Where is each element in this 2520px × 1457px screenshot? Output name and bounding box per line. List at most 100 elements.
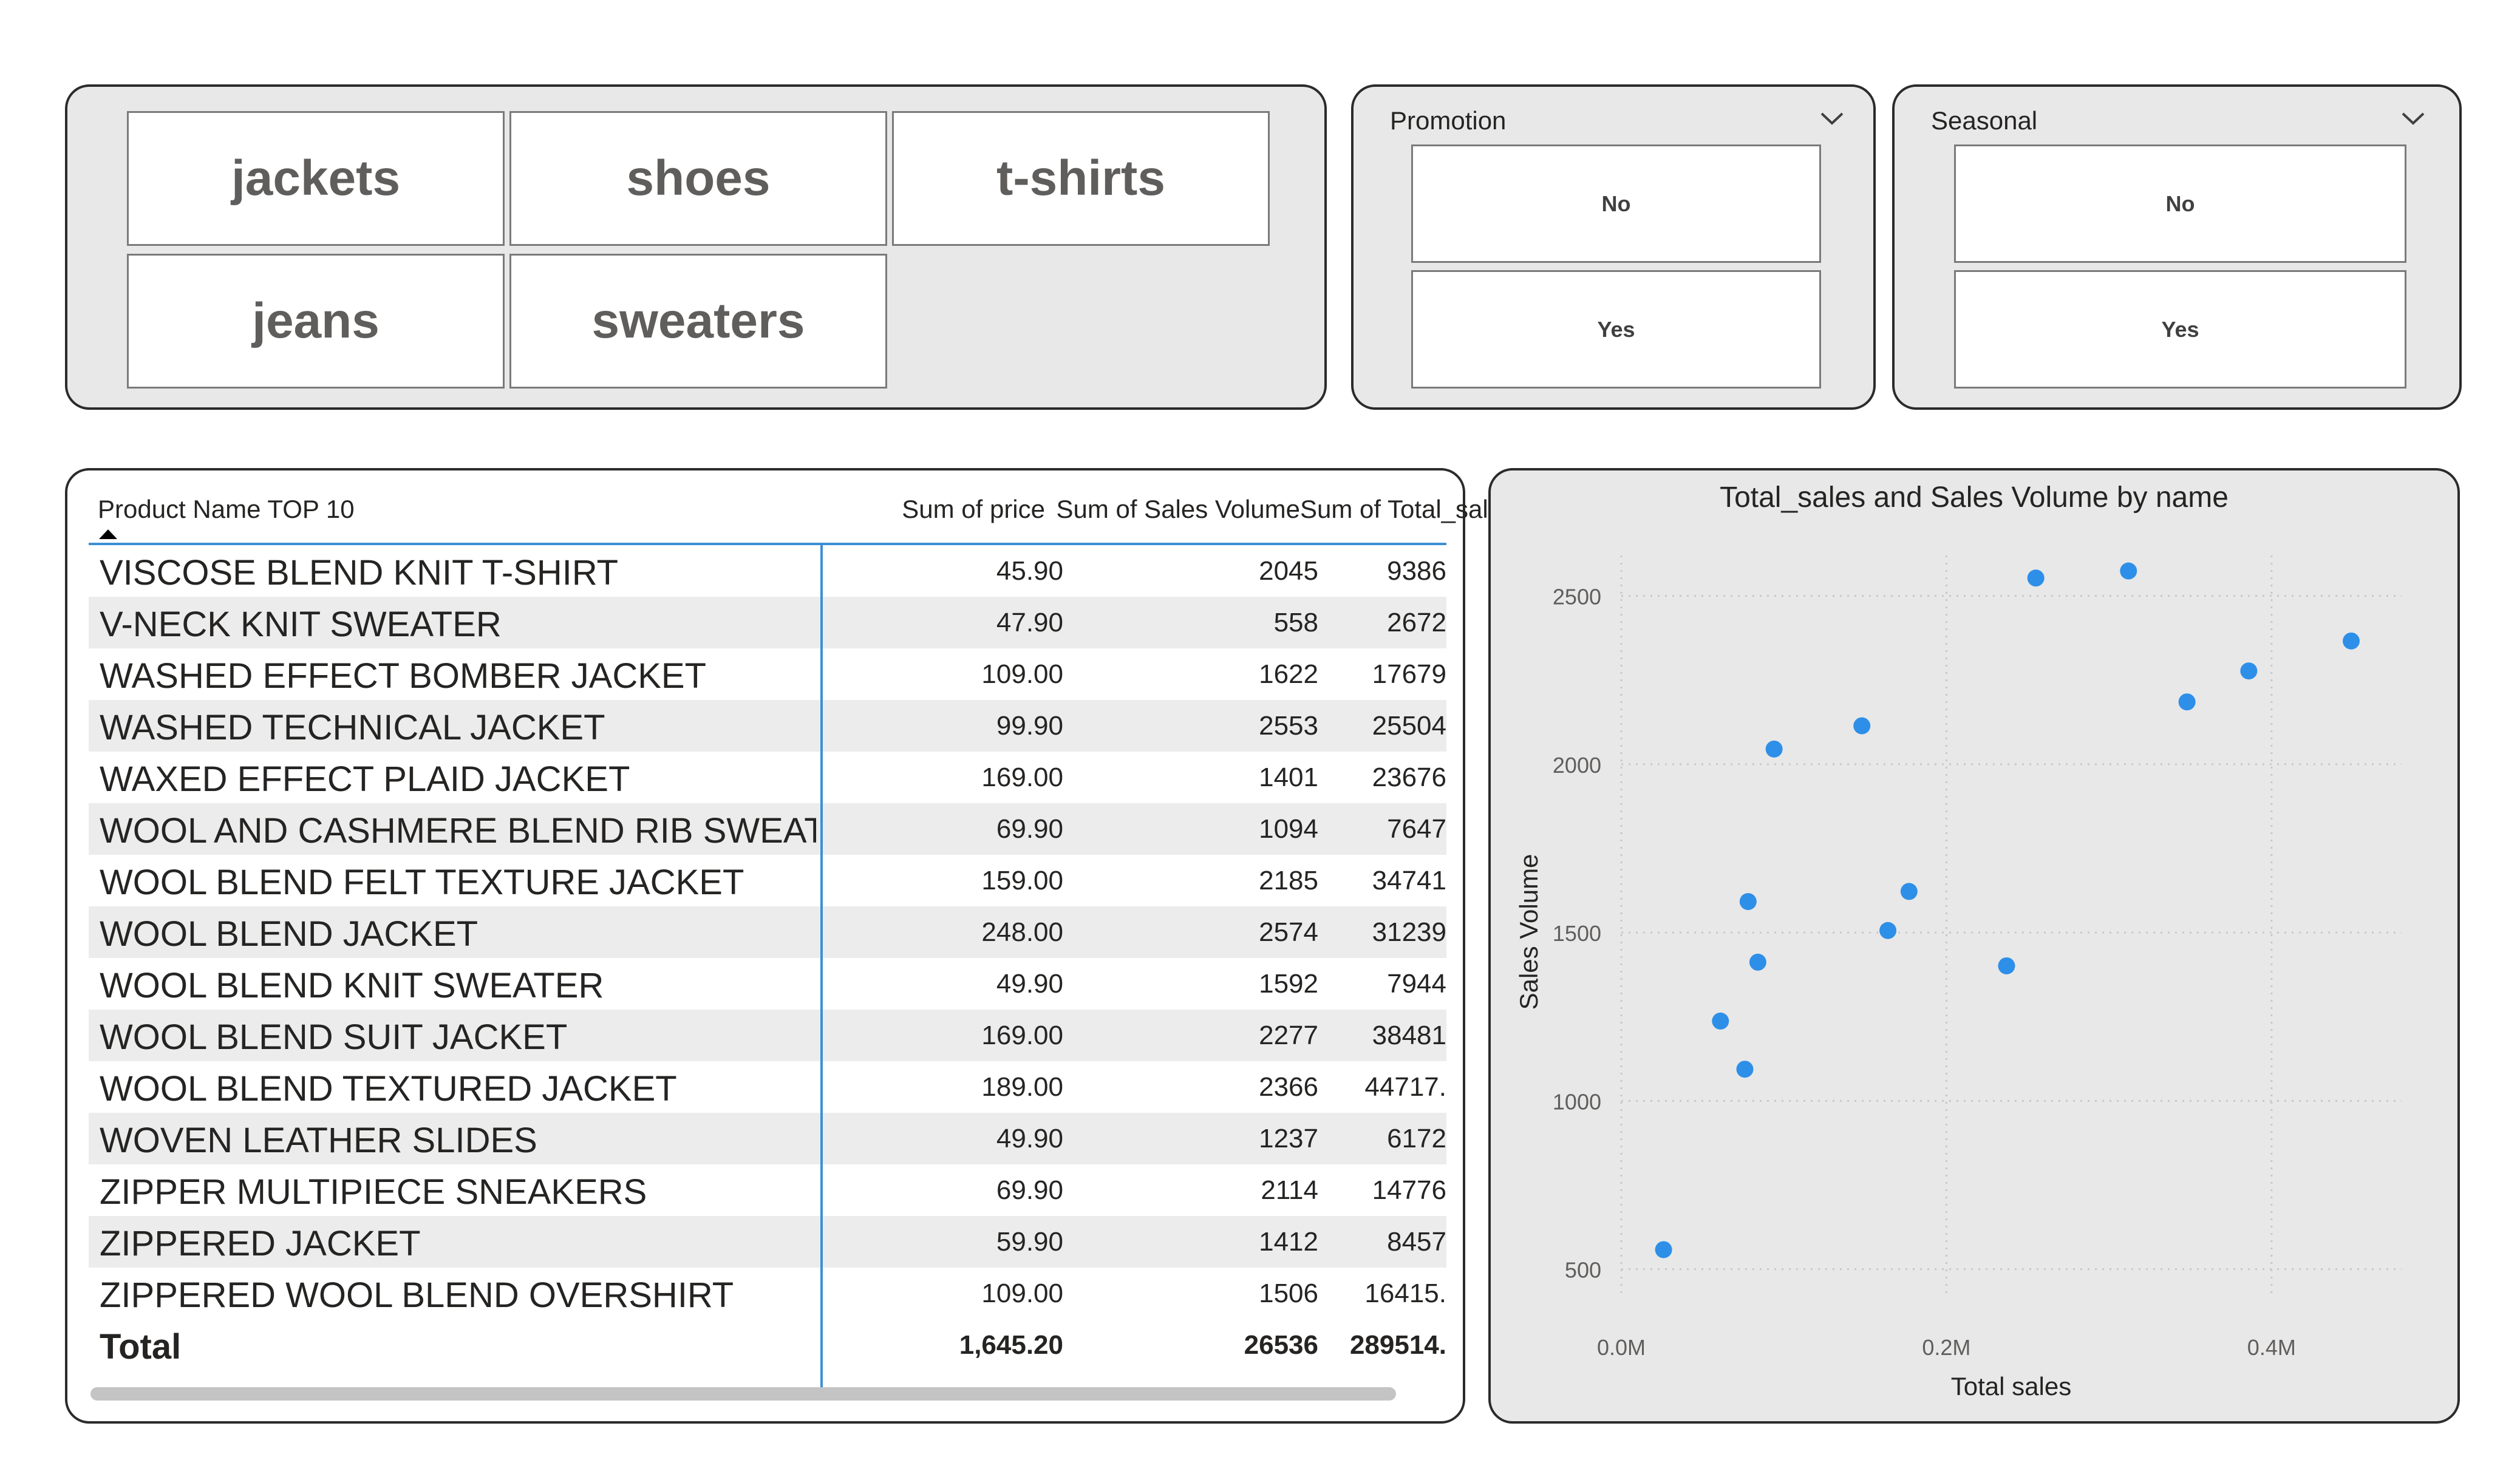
total-price-cell: 1,645.20 xyxy=(959,1330,1063,1360)
table-row[interactable]: ZIPPER MULTIPIECE SNEAKERS 69.90 2114 14776 xyxy=(89,1164,1446,1216)
slicer-tile-t-shirts[interactable]: t-shirts xyxy=(892,111,1270,246)
data-point[interactable] xyxy=(1749,953,1766,971)
category-slicer: jackets shoes t-shirts jeans sweaters xyxy=(65,84,1327,410)
product-name-cell: WASHED TECHNICAL JACKET xyxy=(100,708,605,747)
slicer-tile-sweaters[interactable]: sweaters xyxy=(509,254,887,389)
price-cell: 49.90 xyxy=(996,1124,1063,1153)
table-row[interactable]: WOOL BLEND TEXTURED JACKET 189.00 2366 4471… xyxy=(89,1061,1446,1113)
promotion-slicer-title: Promotion xyxy=(1390,106,1507,135)
data-point[interactable] xyxy=(1736,1061,1754,1078)
y-tick-label: 500 xyxy=(1565,1258,1601,1283)
product-name-cell: ZIPPERED JACKET xyxy=(100,1224,421,1263)
total-sale-cell: 31239 xyxy=(1372,917,1446,947)
y-tick-label: 1000 xyxy=(1553,1089,1601,1114)
total-sale-cell: 6172 xyxy=(1387,1124,1446,1153)
table-row[interactable]: WAXED EFFECT PLAID JACKET 169.00 1401 23676 xyxy=(89,752,1446,803)
data-point[interactable] xyxy=(2178,693,2196,711)
seasonal-option-no[interactable]: No xyxy=(1954,144,2406,263)
table-row[interactable]: ZIPPERED JACKET 59.90 1412 8457 xyxy=(89,1216,1446,1268)
x-tick-label: 0.2M xyxy=(1922,1335,1970,1360)
sales-volume-cell: 1401 xyxy=(1259,762,1318,792)
seasonal-slicer-title: Seasonal xyxy=(1931,106,2038,135)
slicer-tile-jeans[interactable]: jeans xyxy=(127,254,505,389)
y-tick-label: 2500 xyxy=(1553,585,1601,610)
product-name-cell: WOVEN LEATHER SLIDES xyxy=(100,1121,537,1160)
sales-volume-cell: 2045 xyxy=(1259,556,1318,586)
data-point[interactable] xyxy=(2343,632,2360,650)
slicer-tile-jackets[interactable]: jackets xyxy=(127,111,505,246)
total-sale-cell: 289514. xyxy=(1349,1330,1446,1360)
price-cell: 45.90 xyxy=(996,556,1063,586)
table-total-row: Total 1,645.20 26536 289514. xyxy=(89,1319,1446,1371)
table-row[interactable]: WOOL BLEND FELT TEXTURE JACKET 159.00 2185… xyxy=(89,855,1446,906)
price-cell: 47.90 xyxy=(996,608,1063,637)
sales-volume-cell: 1094 xyxy=(1259,814,1318,844)
total-sale-cell: 25504 xyxy=(1372,711,1446,741)
chevron-down-icon[interactable] xyxy=(2401,110,2425,128)
sales-volume-cell: 558 xyxy=(1273,608,1318,637)
product-name-cell: WASHED EFFECT BOMBER JACKET xyxy=(100,656,706,696)
data-point[interactable] xyxy=(1853,717,1871,735)
data-point[interactable] xyxy=(1712,1012,1729,1030)
data-point[interactable] xyxy=(1765,740,1783,758)
table-row[interactable]: VISCOSE BLEND KNIT T-SHIRT 45.90 2045 9386 xyxy=(89,545,1446,597)
data-point[interactable] xyxy=(1739,893,1757,911)
data-point[interactable] xyxy=(1655,1241,1672,1258)
sales-volume-cell: 1412 xyxy=(1259,1227,1318,1257)
product-name-cell: WOOL BLEND KNIT SWEATER xyxy=(100,966,604,1005)
product-table: Product Name TOP 10 Sum of price Sum of … xyxy=(65,468,1503,1424)
price-cell: 69.90 xyxy=(996,1175,1063,1205)
chart-title: Total_sales and Sales Volume by name xyxy=(1720,481,2229,514)
total-sale-cell: 14776 xyxy=(1372,1175,1446,1205)
data-point[interactable] xyxy=(2120,562,2137,580)
price-cell: 159.00 xyxy=(981,866,1063,895)
header-sum-price[interactable]: Sum of price xyxy=(902,495,1045,523)
product-name-cell: WOOL BLEND JACKET xyxy=(100,914,478,954)
table-row[interactable]: WOOL BLEND SUIT JACKET 169.00 2277 38481 xyxy=(89,1010,1446,1061)
y-tick-label: 2000 xyxy=(1553,753,1601,778)
table-row[interactable]: WASHED EFFECT BOMBER JACKET 109.00 1622 176… xyxy=(89,648,1446,700)
sales-volume-cell: 2277 xyxy=(1259,1021,1318,1050)
sales-volume-cell: 1237 xyxy=(1259,1124,1318,1153)
table-row[interactable]: V-NECK KNIT SWEATER 47.90 558 2672 xyxy=(89,597,1446,648)
product-name-cell: ZIPPERED WOOL BLEND OVERSHIRT xyxy=(100,1275,734,1315)
total-sale-cell: 2672 xyxy=(1387,608,1446,637)
product-name-cell: WAXED EFFECT PLAID JACKET xyxy=(100,759,630,799)
seasonal-option-yes[interactable]: Yes xyxy=(1954,270,2406,389)
data-point[interactable] xyxy=(1900,883,1918,900)
promotion-option-no[interactable]: No xyxy=(1411,144,1821,263)
table-row[interactable]: WOOL AND CASHMERE BLEND RIB SWEATER 69.90… xyxy=(89,803,1446,855)
product-name-cell: ZIPPER MULTIPIECE SNEAKERS xyxy=(100,1172,647,1212)
data-point[interactable] xyxy=(2027,569,2045,587)
header-sum-total-sale[interactable]: Sum of Total_sale xyxy=(1300,495,1503,523)
promotion-slicer: Promotion No Yes xyxy=(1351,84,1876,410)
sales-volume-cell: 2114 xyxy=(1261,1175,1318,1205)
total-sale-cell: 8457 xyxy=(1387,1227,1446,1257)
product-name-cell: WOOL BLEND SUIT JACKET xyxy=(100,1017,568,1057)
promotion-option-yes[interactable]: Yes xyxy=(1411,270,1821,389)
total-sale-cell: 44717. xyxy=(1364,1072,1446,1102)
horizontal-scrollbar[interactable] xyxy=(90,1387,1396,1401)
data-point[interactable] xyxy=(1998,957,2015,974)
table-row[interactable]: WOOL BLEND KNIT SWEATER 49.90 1592 7944 xyxy=(89,958,1446,1010)
sort-ascending-icon[interactable] xyxy=(98,529,118,540)
total-sale-cell: 17679 xyxy=(1372,659,1446,689)
price-cell: 169.00 xyxy=(981,762,1063,792)
slicer-tile-shoes[interactable]: shoes xyxy=(509,111,887,246)
total-label: Total xyxy=(100,1327,182,1367)
data-point[interactable] xyxy=(1879,922,1897,939)
table-row[interactable]: ZIPPERED WOOL BLEND OVERSHIRT 109.00 1506 1… xyxy=(89,1268,1446,1319)
price-cell: 169.00 xyxy=(981,1021,1063,1050)
table-row[interactable]: WASHED TECHNICAL JACKET 99.90 2553 25504 xyxy=(89,700,1446,752)
chevron-down-icon[interactable] xyxy=(1820,110,1844,128)
x-axis-title: Total sales xyxy=(1951,1372,2071,1401)
data-point[interactable] xyxy=(2240,662,2258,680)
table-row[interactable]: WOVEN LEATHER SLIDES 49.90 1237 6172 xyxy=(89,1113,1446,1164)
header-product-name[interactable]: Product Name TOP 10 xyxy=(98,495,355,523)
sales-volume-cell: 1622 xyxy=(1259,659,1318,689)
product-name-cell: VISCOSE BLEND KNIT T-SHIRT xyxy=(100,553,619,593)
price-cell: 49.90 xyxy=(996,969,1063,999)
column-divider xyxy=(820,545,823,1389)
table-row[interactable]: WOOL BLEND JACKET 248.00 2574 31239 xyxy=(89,906,1446,958)
header-sum-sales-volume[interactable]: Sum of Sales Volume xyxy=(1056,495,1300,523)
